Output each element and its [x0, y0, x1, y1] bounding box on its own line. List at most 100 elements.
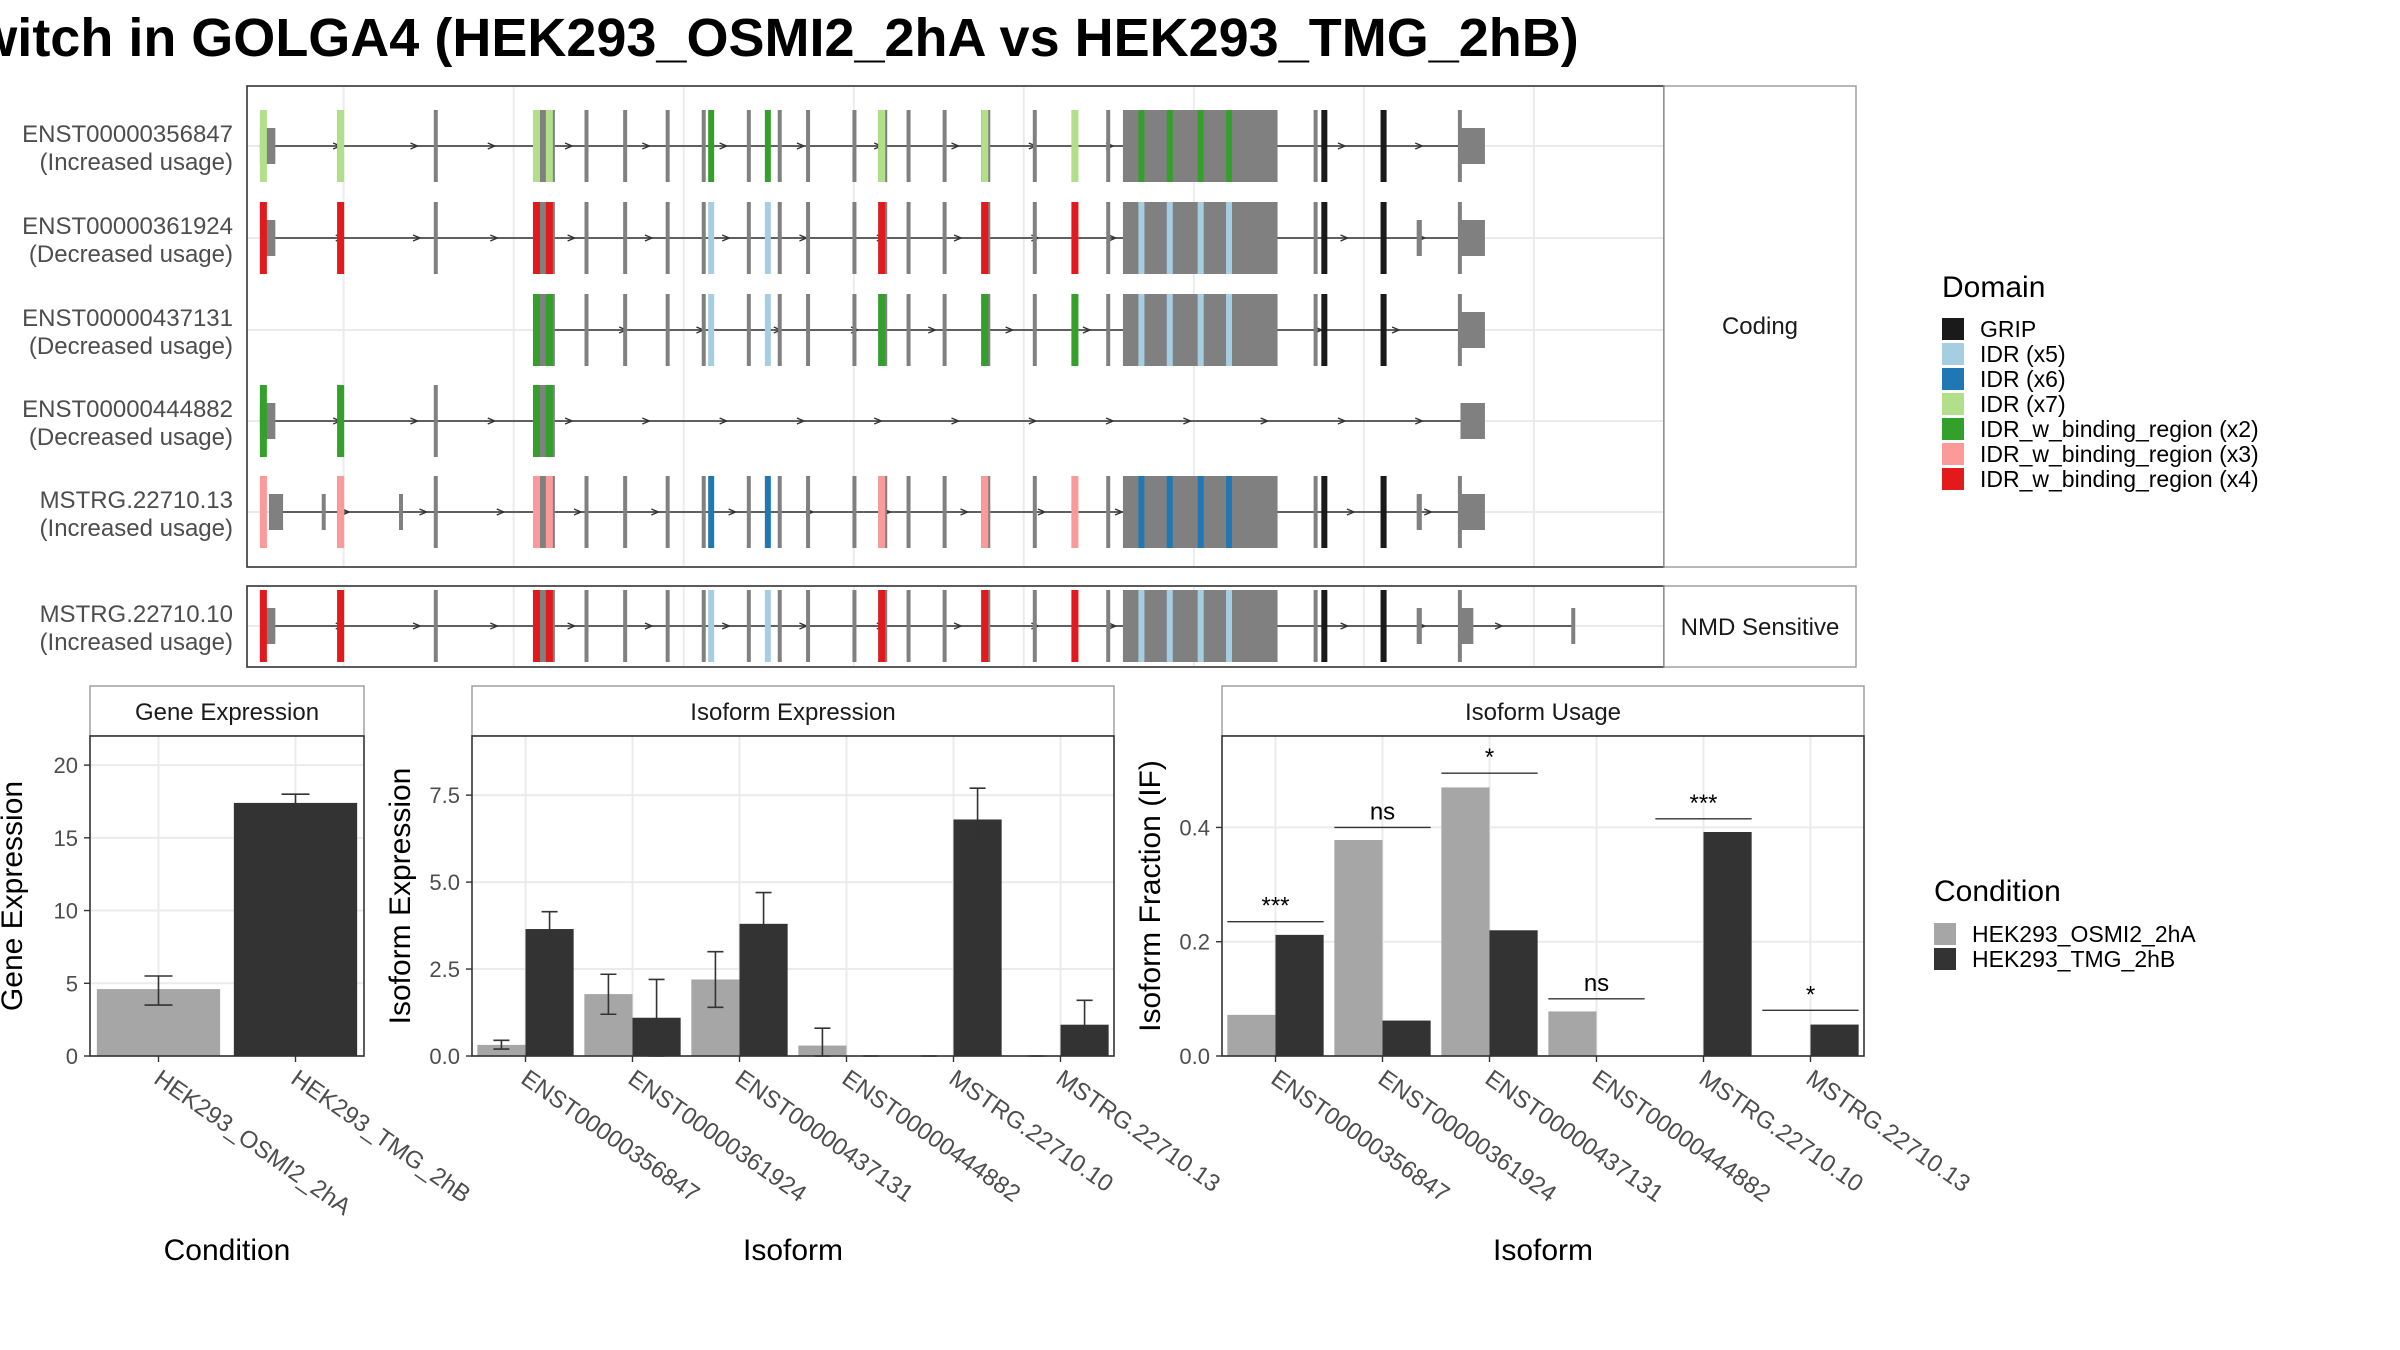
- strand-arrow: [1005, 326, 1015, 334]
- strand-arrow: [487, 142, 497, 150]
- significance-label: *: [1485, 744, 1494, 771]
- domain-segment: [1166, 590, 1173, 662]
- y-tick-label: 2.5: [429, 957, 460, 982]
- x-tick-label: ENST00000444882: [837, 1065, 1025, 1208]
- strand-arrow: [1337, 417, 1347, 425]
- structure-coding-strip: [1663, 85, 1857, 568]
- domain-segment: [532, 202, 540, 274]
- coding-exon: [906, 110, 911, 182]
- y-tick-label: 0: [66, 1044, 78, 1069]
- coding-exon: [942, 590, 947, 662]
- transcript-id-label: MSTRG.22710.10: [40, 601, 233, 628]
- domain-segment: [1226, 294, 1233, 366]
- transcript-usage-label: (Decreased usage): [29, 241, 233, 268]
- transcript-MSTRG.22710.13: MSTRG.22710.13(Increased usage): [40, 476, 1485, 548]
- coding-exon: [777, 110, 782, 182]
- domain-segment: [1166, 476, 1173, 548]
- bar: [1810, 1024, 1859, 1056]
- grip-domain: [1321, 202, 1328, 274]
- coding-exon: [1032, 476, 1037, 548]
- domain-segment: [259, 590, 267, 662]
- domain-segment: [1071, 294, 1079, 366]
- bar: [1441, 787, 1490, 1056]
- strand-arrow: [412, 622, 422, 630]
- domain-segment: [764, 590, 771, 662]
- y-tick-label: 5.0: [429, 870, 460, 895]
- transcript-usage-label: (Increased usage): [40, 515, 233, 542]
- strand-arrow: [1183, 417, 1193, 425]
- domain-segment: [981, 294, 989, 366]
- transcript-ENST00000361924: ENST00000361924(Decreased usage): [22, 202, 1485, 274]
- error-bar: [1076, 999, 1093, 1043]
- grip-domain: [1380, 294, 1387, 366]
- grip-domain: [1380, 590, 1387, 662]
- domain-segment: [1071, 202, 1079, 274]
- strand-arrow: [642, 417, 652, 425]
- domain-segment: [259, 110, 267, 182]
- domain-segment: [878, 294, 886, 366]
- coding-exon: [1313, 294, 1318, 366]
- domain-segment: [532, 110, 540, 182]
- x-tick-label: ENST00000437131: [1480, 1065, 1668, 1208]
- grip-domain: [1380, 110, 1387, 182]
- grip-domain: [1321, 294, 1328, 366]
- error-bar: [541, 910, 558, 949]
- strand-arrow: [951, 142, 961, 150]
- coding-exon: [852, 110, 857, 182]
- coding-exon: [746, 590, 751, 662]
- strand-arrow: [1037, 508, 1047, 516]
- coding-exon: [1416, 608, 1422, 644]
- bar: [1227, 1014, 1276, 1056]
- grip-domain: [1321, 110, 1328, 182]
- strand-arrow: [567, 622, 577, 630]
- coding-exon: [1106, 294, 1111, 366]
- domain-segment: [708, 110, 715, 182]
- y-axis-label: Gene Expression: [0, 781, 29, 1011]
- strand-arrow: [1414, 417, 1425, 425]
- strand-arrow: [490, 622, 500, 630]
- legend-key-IDR_x6: [1942, 368, 1964, 390]
- domain-segment: [708, 294, 715, 366]
- coding-exon: [701, 476, 706, 548]
- utr-block: [1460, 220, 1485, 256]
- domain-segment: [337, 385, 345, 457]
- coding-exon: [906, 202, 911, 274]
- domain-segment: [981, 110, 989, 182]
- domain-segment: [764, 202, 771, 274]
- domain-segment: [532, 385, 540, 457]
- x-tick-label: ENST00000356847: [516, 1065, 704, 1208]
- coding-exon: [399, 494, 404, 530]
- domain-segment: [878, 202, 886, 274]
- domain-segment: [1226, 476, 1233, 548]
- domain-segment: [764, 294, 771, 366]
- panel-background: [472, 736, 1114, 1056]
- strand-arrow: [1082, 326, 1092, 334]
- strand-arrow: [564, 417, 574, 425]
- domain-segment: [981, 202, 989, 274]
- domain-segment: [764, 110, 771, 182]
- coding-exon: [701, 202, 706, 274]
- domain-segment: [764, 476, 771, 548]
- bar: [1489, 930, 1538, 1056]
- coding-exon: [777, 294, 782, 366]
- coding-exon: [852, 476, 857, 548]
- bar: [477, 1044, 526, 1056]
- coding-exon: [746, 110, 751, 182]
- strand-arrow: [928, 326, 938, 334]
- domain-segment: [1071, 110, 1079, 182]
- y-tick-label: 7.5: [429, 783, 460, 808]
- coding-exon: [1106, 110, 1111, 182]
- legend-label: IDR_w_binding_region (x4): [1980, 466, 2259, 492]
- coding-exon: [701, 110, 706, 182]
- coding-exon: [701, 590, 706, 662]
- domain-segment: [259, 202, 267, 274]
- strand-arrow: [419, 508, 429, 516]
- x-axis-label: Condition: [164, 1234, 291, 1267]
- coding-exon: [906, 590, 911, 662]
- domain-segment: [532, 590, 540, 662]
- coding-exon: [1313, 590, 1318, 662]
- panel-strip-label: Isoform Expression: [690, 699, 895, 726]
- transcript-id-label: ENST00000444882: [22, 396, 233, 423]
